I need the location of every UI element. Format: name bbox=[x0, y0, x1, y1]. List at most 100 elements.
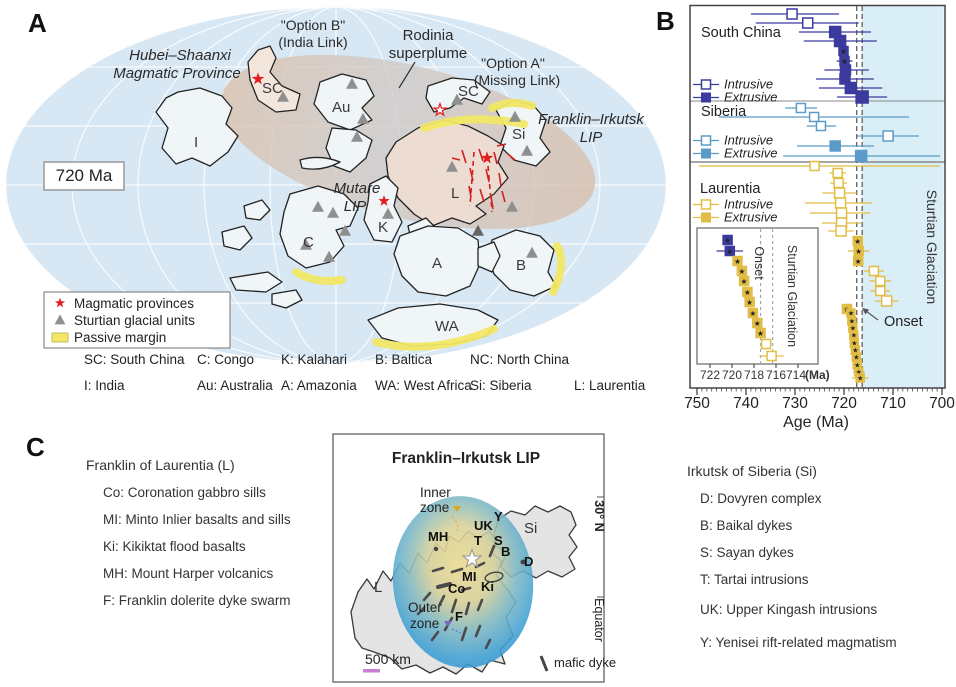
list-item-y: Y: Yenisei rift-related magmatism bbox=[700, 635, 897, 650]
mafic-dyke-label: mafic dyke bbox=[554, 655, 616, 670]
list-item-f: F: Franklin dolerite dyke swarm bbox=[103, 593, 291, 608]
legend-extrusive-label: Extrusive bbox=[724, 90, 777, 105]
inset-data-points: ★★★★★★★★★★ bbox=[716, 234, 784, 362]
craton-label-south-china-b: SC bbox=[262, 80, 283, 97]
abbr-a: A: Amazonia bbox=[281, 378, 357, 393]
extrusive-marker-icon bbox=[701, 212, 711, 223]
abbr-si: Si: Siberia bbox=[470, 378, 532, 393]
list-item-s: S: Sayan dykes bbox=[700, 545, 794, 560]
legend-extrusive-label: Extrusive bbox=[724, 210, 777, 225]
craton-small-4 bbox=[221, 225, 253, 251]
map-title: Franklin–Irkutsk LIP bbox=[392, 450, 540, 467]
svg-text:★: ★ bbox=[738, 267, 745, 276]
craton-kalahari bbox=[363, 175, 403, 243]
map-label-s: S bbox=[494, 533, 503, 548]
svg-text:★: ★ bbox=[854, 362, 860, 370]
craton-laurentia bbox=[385, 119, 509, 227]
mafic-dyke-legend: mafic dyke bbox=[539, 655, 616, 672]
abbr-sc: SC: South China bbox=[84, 352, 185, 367]
lat-30n-label: 30° N bbox=[592, 500, 606, 531]
abbr-nc: NC: North China bbox=[470, 352, 570, 367]
craton-south-china-b bbox=[247, 45, 301, 113]
svg-text:★: ★ bbox=[840, 47, 847, 56]
abbr-b: B: Baltica bbox=[375, 352, 433, 367]
equator-label: Equator bbox=[592, 598, 606, 642]
scale-label: 500 km bbox=[365, 651, 411, 667]
option-a-label-2: (Missing Link) bbox=[474, 72, 560, 88]
panel-b-chart: B South China Siberia Laurentia Intrusiv… bbox=[656, 4, 955, 431]
latitude-annotations: 30° N Equator bbox=[592, 496, 606, 642]
abbr-i: I: India bbox=[84, 378, 125, 393]
mutare-label: Mutare bbox=[334, 180, 381, 197]
panel-c-label: C bbox=[26, 432, 45, 462]
craton-label-congo: C bbox=[303, 234, 314, 251]
craton-label-laurentia: L bbox=[451, 185, 459, 202]
option-b-label-2: (India Link) bbox=[278, 34, 347, 50]
franklin-list: Franklin of Laurentia (L) Co: Coronation… bbox=[86, 457, 291, 608]
extrusive-marker-icon bbox=[701, 92, 711, 103]
legend-margin-swatch bbox=[51, 332, 69, 343]
time-label: 720 Ma bbox=[56, 166, 113, 185]
list-item-b: B: Baikal dykes bbox=[700, 518, 793, 533]
onset-label: Onset bbox=[884, 314, 923, 330]
lip-zones-ellipse bbox=[392, 496, 534, 668]
craton-congo bbox=[279, 185, 359, 269]
tick-750: 750 bbox=[684, 395, 710, 412]
inset-tick-720: 720 bbox=[722, 368, 742, 382]
svg-text:★: ★ bbox=[848, 310, 854, 318]
intrusive-marker-icon bbox=[700, 79, 712, 90]
svg-text:★: ★ bbox=[726, 247, 733, 256]
craton-label-south-china-a: SC bbox=[458, 83, 479, 100]
data-points: ★★★★★★★★★★★★★★★★ bbox=[698, 8, 941, 383]
map-label-t: T bbox=[474, 533, 482, 548]
map-label-mi: MI bbox=[462, 569, 476, 584]
abbreviation-list: SC: South China C: Congo K: Kalahari B: … bbox=[84, 352, 646, 393]
scale-bar-icon bbox=[363, 669, 380, 673]
legend-laurentia: Intrusive Extrusive bbox=[693, 197, 777, 225]
craton-small-3 bbox=[243, 199, 271, 221]
map-label-si: Si bbox=[524, 520, 537, 537]
scale-bar: 500 km bbox=[363, 651, 411, 673]
cratons bbox=[155, 45, 557, 347]
glaciation-shading bbox=[862, 6, 944, 388]
craton-australia bbox=[313, 73, 375, 131]
inner-zone-leader bbox=[451, 515, 459, 532]
inset-glaciation-label: Sturtian Glaciation bbox=[785, 245, 799, 347]
outer-zone-leader bbox=[451, 628, 462, 634]
svg-text:★: ★ bbox=[746, 298, 753, 307]
ki-outline-icon bbox=[484, 571, 504, 583]
mutare-label-2: LIP bbox=[344, 198, 367, 215]
inner-zone-label: Inner bbox=[420, 485, 451, 500]
legend-glacial-label: Sturtian glacial units bbox=[74, 313, 195, 328]
outer-zone-label-2: zone bbox=[410, 616, 439, 631]
abbr-wa: WA: West Africa bbox=[375, 378, 472, 393]
tick-700: 700 bbox=[929, 395, 955, 412]
craton-label-west-africa: WA bbox=[435, 318, 459, 335]
svg-text:★: ★ bbox=[855, 247, 862, 256]
list-item-co: Co: Coronation gabbro sills bbox=[103, 485, 266, 500]
option-b-label: "Option B" bbox=[281, 17, 345, 33]
tick-740: 740 bbox=[733, 395, 759, 412]
svg-text:★: ★ bbox=[724, 236, 731, 245]
map-label-ki: Ki bbox=[481, 579, 494, 594]
craton-label-australia: Au bbox=[332, 99, 350, 116]
legend-south-china: Intrusive Extrusive bbox=[693, 77, 777, 105]
inset-ticks bbox=[709, 364, 799, 368]
legend-magmatic-label: Magmatic provinces bbox=[74, 296, 194, 311]
legend-siberia: Intrusive Extrusive bbox=[693, 133, 777, 161]
svg-text:★: ★ bbox=[853, 354, 859, 362]
craton-label-kalahari: K bbox=[378, 219, 388, 236]
legend-intrusive-label: Intrusive bbox=[724, 197, 773, 212]
inset-tick-722: 722 bbox=[700, 368, 720, 382]
plot-border bbox=[689, 4, 946, 389]
list-item-mh: MH: Mount Harper volcanics bbox=[103, 566, 274, 581]
panel-a-map: A bbox=[6, 7, 666, 393]
svg-text:★: ★ bbox=[749, 309, 756, 318]
chart-inset: Onset Sturtian Glaciation ★★★★★★★★★★ 722… bbox=[696, 227, 830, 382]
map-label-y: Y bbox=[494, 509, 503, 524]
intrusive-marker-icon bbox=[700, 199, 712, 210]
map-label-b: B bbox=[501, 544, 510, 559]
panel-a-legend: Magmatic provinces Sturtian glacial unit… bbox=[43, 291, 231, 349]
